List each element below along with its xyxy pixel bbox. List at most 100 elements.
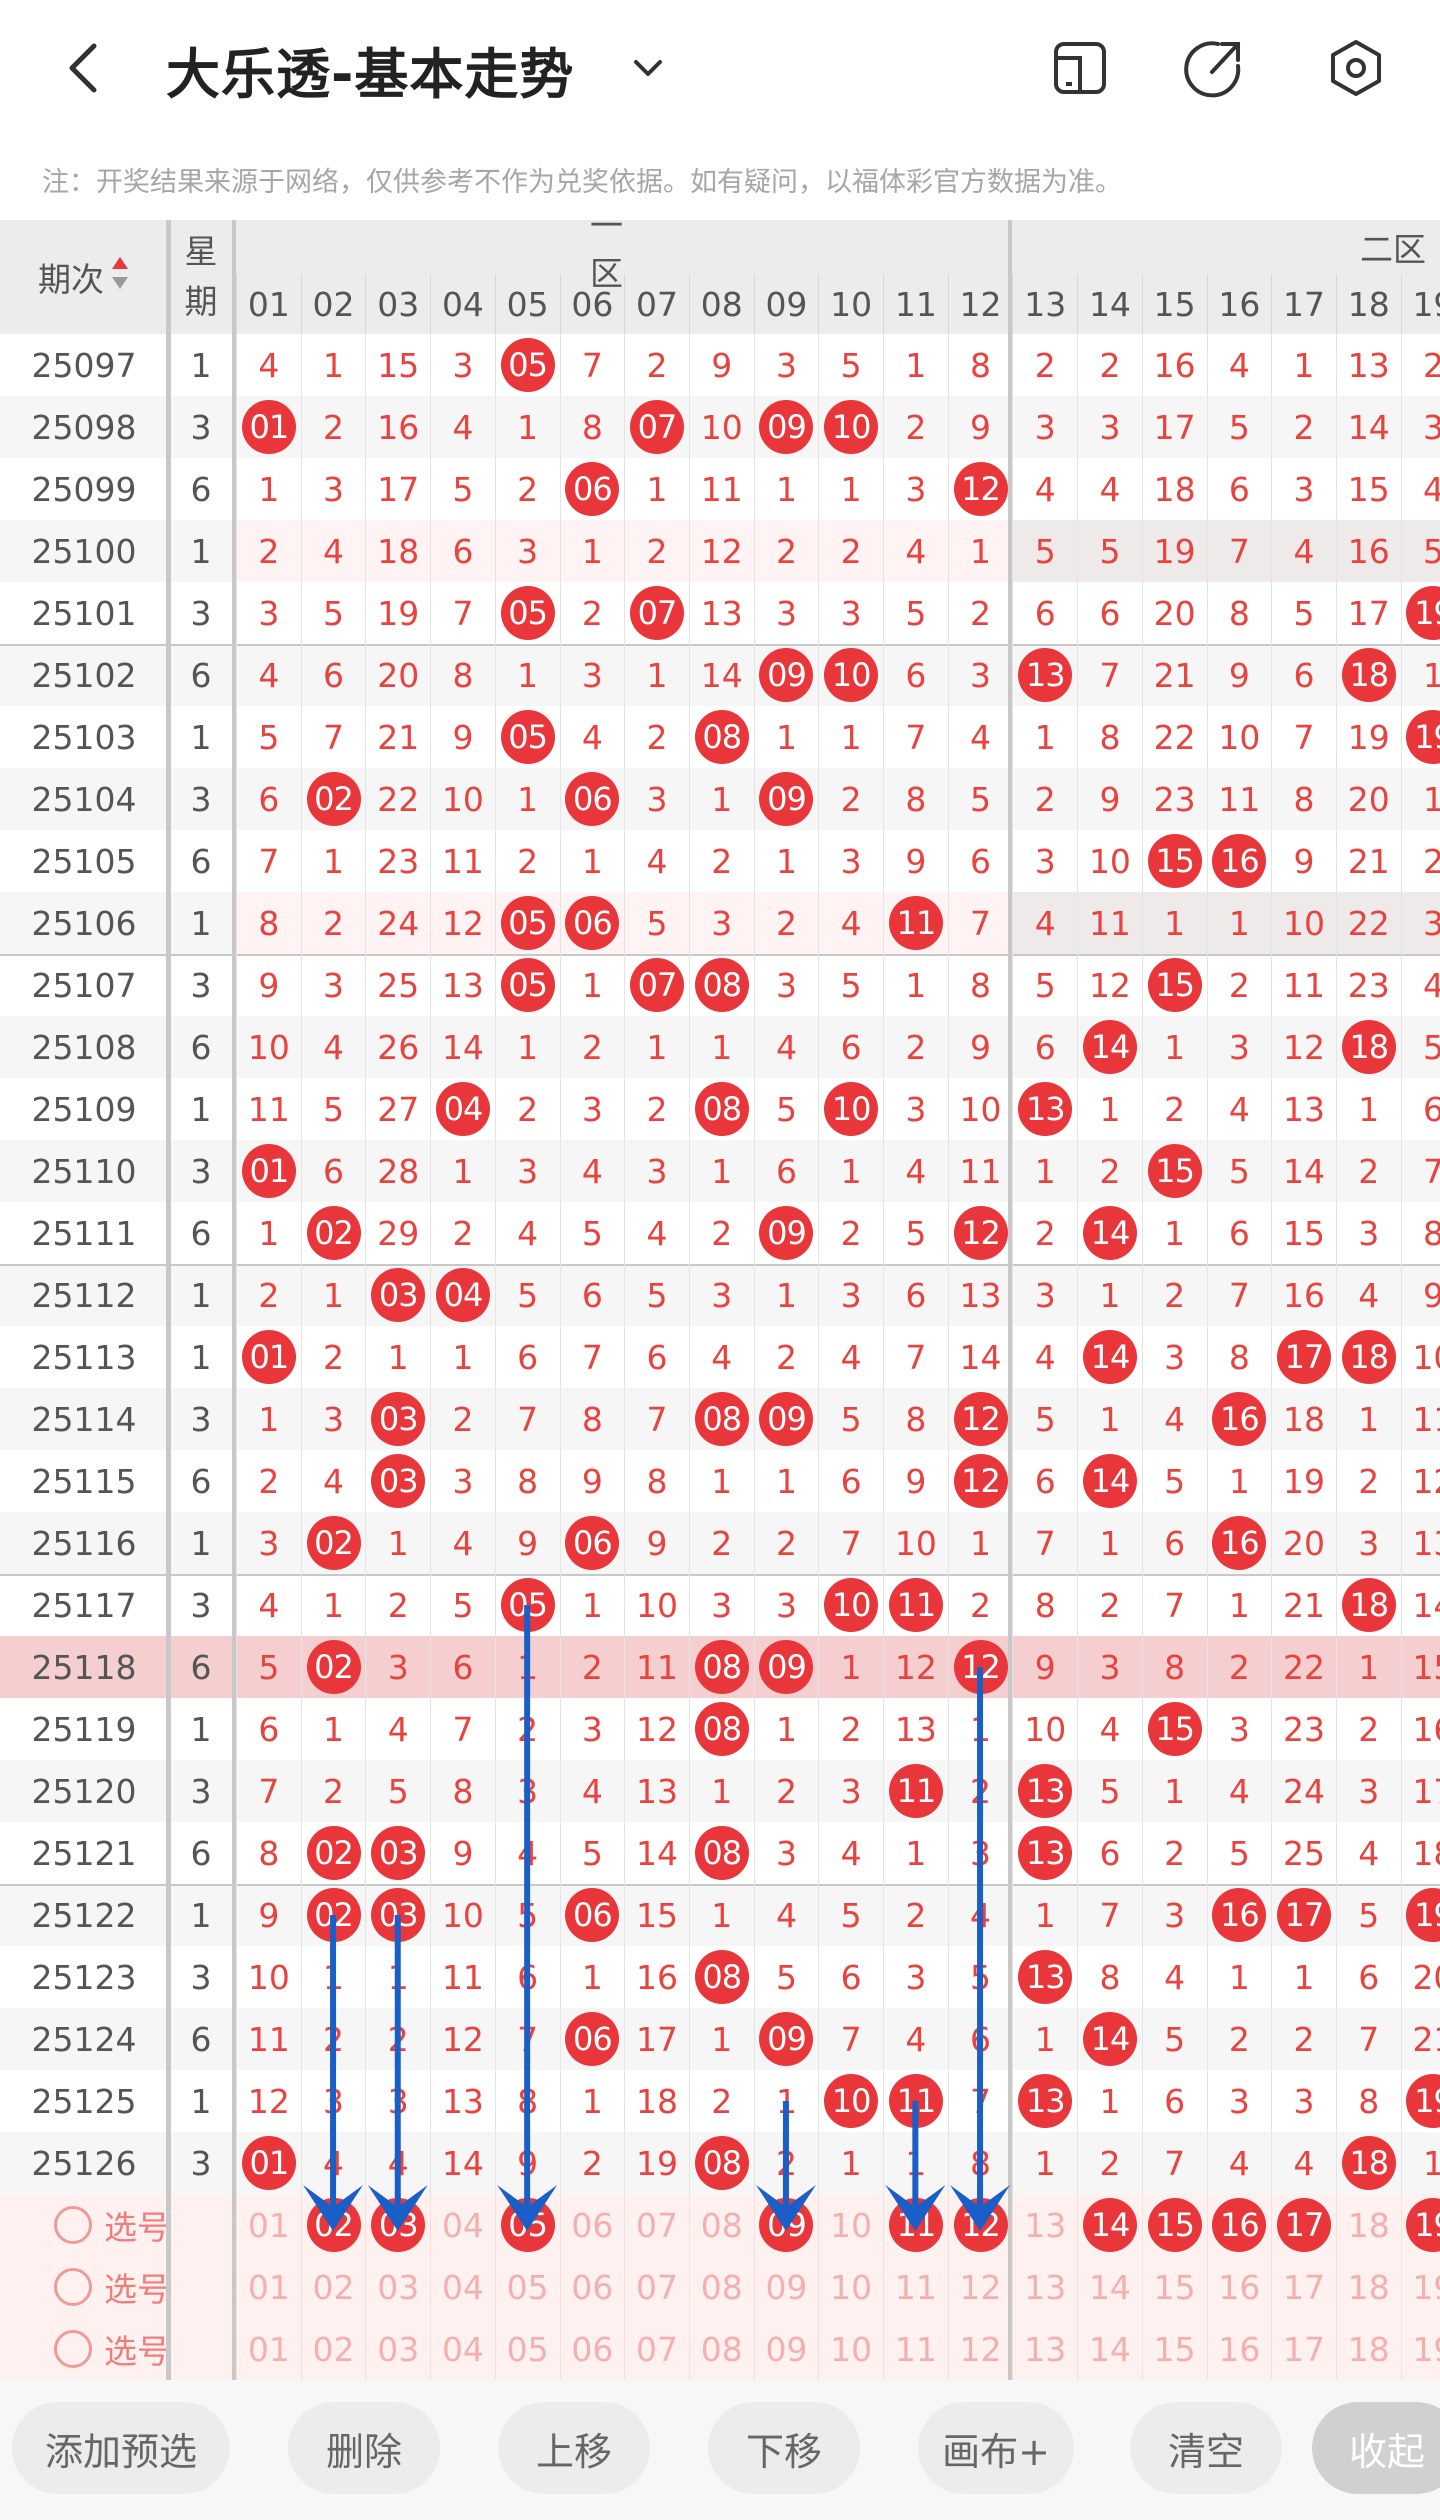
pick-radio[interactable] <box>54 2206 92 2244</box>
pick-number[interactable]: 04 <box>441 2267 484 2307</box>
pick-number[interactable]: 12 <box>959 2329 1002 2369</box>
pick-number-cell[interactable]: 16 <box>1206 2256 1272 2318</box>
pick-number[interactable]: 16 <box>1218 2267 1261 2307</box>
pick-number[interactable]: 11 <box>894 2267 937 2307</box>
pick-number-cell[interactable]: 03 <box>365 2318 430 2380</box>
selected-pick-ball[interactable]: 12 <box>953 2198 1008 2252</box>
pick-radio[interactable] <box>54 2330 92 2368</box>
pick-number-cell[interactable]: 09 <box>753 2194 819 2256</box>
pick-number-cell[interactable]: 17 <box>1271 2318 1336 2380</box>
selected-pick-ball[interactable]: 05 <box>500 2198 555 2252</box>
pick-number-cell[interactable]: 08 <box>688 2194 754 2256</box>
pick-number[interactable]: 13 <box>1024 2267 1067 2307</box>
phone-rotate-icon[interactable] <box>1032 20 1128 116</box>
pick-number[interactable]: 06 <box>571 2267 614 2307</box>
settings-hexagon-icon[interactable] <box>1308 20 1404 116</box>
pick-number[interactable]: 05 <box>506 2267 549 2307</box>
pick-number[interactable]: 01 <box>247 2205 290 2245</box>
pick-number-cell[interactable]: 12 <box>947 2318 1013 2380</box>
pick-number-cell[interactable]: 19 <box>1400 2256 1440 2318</box>
back-arrow-icon[interactable] <box>36 20 132 116</box>
pick-number[interactable]: 15 <box>1153 2267 1196 2307</box>
pick-number-cell[interactable]: 17 <box>1271 2194 1336 2256</box>
pick-number[interactable]: 13 <box>1024 2329 1067 2369</box>
pick-number-cell[interactable]: 02 <box>300 2194 366 2256</box>
chevron-down-icon[interactable] <box>600 20 696 116</box>
selected-pick-ball[interactable]: 02 <box>306 2198 361 2252</box>
pick-number[interactable]: 18 <box>1347 2267 1390 2307</box>
pick-number[interactable]: 07 <box>636 2205 679 2245</box>
pick-number[interactable]: 15 <box>1153 2329 1196 2369</box>
pick-number[interactable]: 08 <box>700 2267 743 2307</box>
pick-number[interactable]: 03 <box>377 2329 420 2369</box>
pick-number-cell[interactable]: 02 <box>300 2256 366 2318</box>
pick-number[interactable]: 08 <box>700 2329 743 2369</box>
pick-number-cell[interactable]: 11 <box>883 2318 948 2380</box>
pick-number-cell[interactable]: 12 <box>947 2194 1013 2256</box>
pick-number-cell[interactable]: 10 <box>818 2256 883 2318</box>
pick-number[interactable]: 02 <box>312 2267 355 2307</box>
pick-number-cell[interactable]: 06 <box>559 2318 625 2380</box>
pick-number[interactable]: 19 <box>1412 2267 1440 2307</box>
selected-pick-ball[interactable]: 17 <box>1277 2198 1332 2252</box>
canvas-plus-button[interactable]: 画布+ <box>918 2402 1074 2494</box>
pick-number-cell[interactable]: 14 <box>1077 2318 1142 2380</box>
clear-button[interactable]: 清空 <box>1130 2402 1282 2494</box>
pick-number[interactable]: 17 <box>1283 2329 1326 2369</box>
pick-number-cell[interactable]: 01 <box>236 2318 301 2380</box>
selected-pick-ball[interactable]: 11 <box>888 2198 943 2252</box>
sort-toggle-icon[interactable] <box>110 255 130 299</box>
pick-number[interactable]: 05 <box>506 2329 549 2369</box>
pick-number[interactable]: 08 <box>700 2205 743 2245</box>
pick-number-cell[interactable]: 16 <box>1206 2194 1272 2256</box>
pick-number-cell[interactable]: 15 <box>1141 2318 1207 2380</box>
pick-number[interactable]: 03 <box>377 2267 420 2307</box>
pick-number[interactable]: 17 <box>1283 2267 1326 2307</box>
add-preselect-button[interactable]: 添加预选 <box>12 2402 230 2494</box>
pick-number-cell[interactable]: 14 <box>1077 2194 1142 2256</box>
pick-number[interactable]: 18 <box>1347 2329 1390 2369</box>
pick-number-cell[interactable]: 05 <box>494 2318 560 2380</box>
pick-number[interactable]: 10 <box>830 2329 873 2369</box>
pick-number-cell[interactable]: 18 <box>1335 2318 1401 2380</box>
pick-number-cell[interactable]: 19 <box>1400 2194 1440 2256</box>
issue-column-header[interactable]: 期次 <box>0 220 168 334</box>
pick-number-cell[interactable]: 02 <box>300 2318 366 2380</box>
pick-number[interactable]: 10 <box>830 2205 873 2245</box>
pick-number-cell[interactable]: 13 <box>1012 2256 1077 2318</box>
pick-number-cell[interactable]: 10 <box>818 2318 883 2380</box>
pick-number-cell[interactable]: 09 <box>753 2318 819 2380</box>
pick-number[interactable]: 06 <box>571 2329 614 2369</box>
pick-number-cell[interactable]: 08 <box>688 2256 754 2318</box>
selected-pick-ball[interactable]: 19 <box>1406 2198 1440 2252</box>
pick-number-cell[interactable]: 01 <box>236 2194 301 2256</box>
pick-number[interactable]: 07 <box>636 2267 679 2307</box>
pick-number[interactable]: 11 <box>894 2329 937 2369</box>
pick-number-cell[interactable]: 06 <box>559 2256 625 2318</box>
pick-number-cell[interactable]: 09 <box>753 2256 819 2318</box>
pick-number-cell[interactable]: 04 <box>430 2256 495 2318</box>
selected-pick-ball[interactable]: 16 <box>1212 2198 1267 2252</box>
pick-number-cell[interactable]: 07 <box>624 2194 689 2256</box>
pick-number[interactable]: 18 <box>1347 2205 1390 2245</box>
pick-number[interactable]: 10 <box>830 2267 873 2307</box>
pick-number-cell[interactable]: 18 <box>1335 2194 1401 2256</box>
pick-number[interactable]: 02 <box>312 2329 355 2369</box>
pick-number-cell[interactable]: 01 <box>236 2256 301 2318</box>
pick-number-cell[interactable]: 18 <box>1335 2256 1401 2318</box>
collapse-button[interactable]: 收起 <box>1312 2402 1440 2494</box>
move-up-button[interactable]: 上移 <box>498 2402 650 2494</box>
pick-number[interactable]: 12 <box>959 2267 1002 2307</box>
pick-number-cell[interactable]: 15 <box>1141 2256 1207 2318</box>
pick-number-cell[interactable]: 10 <box>818 2194 883 2256</box>
pick-number[interactable]: 01 <box>247 2267 290 2307</box>
pick-number[interactable]: 04 <box>441 2205 484 2245</box>
pick-number-cell[interactable]: 06 <box>559 2194 625 2256</box>
page-title[interactable]: 大乐透-基本走势 <box>166 43 575 106</box>
pick-number-cell[interactable]: 16 <box>1206 2318 1272 2380</box>
pick-number[interactable]: 04 <box>441 2329 484 2369</box>
pick-number-cell[interactable]: 04 <box>430 2194 495 2256</box>
share-icon[interactable] <box>1166 20 1262 116</box>
pick-number-cell[interactable]: 13 <box>1012 2318 1077 2380</box>
pick-number-cell[interactable]: 11 <box>883 2194 948 2256</box>
